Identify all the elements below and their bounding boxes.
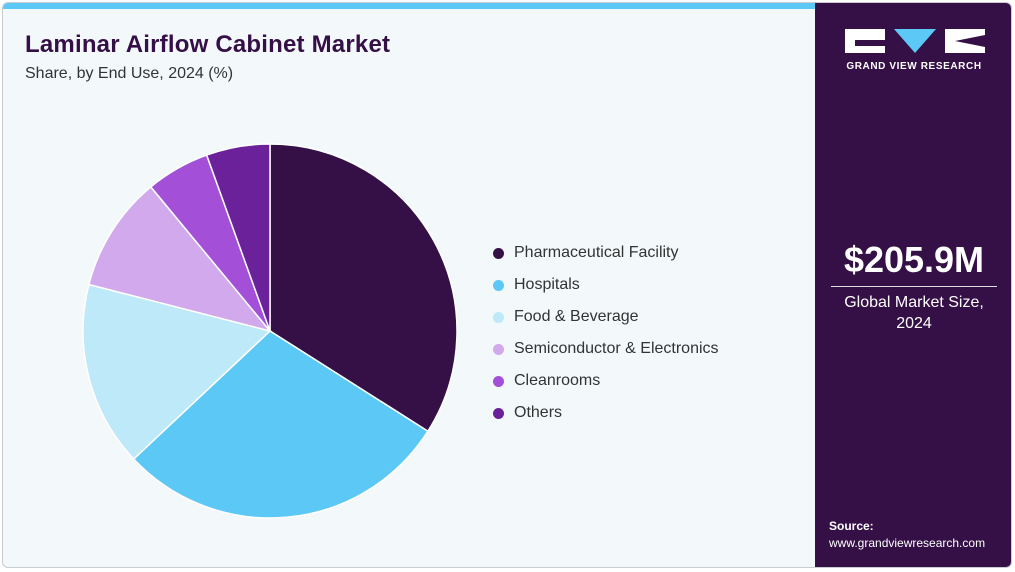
legend-label: Food & Beverage <box>514 308 639 325</box>
pie-chart <box>82 143 458 519</box>
chart-area: Laminar Airflow Cabinet Market Share, by… <box>3 9 815 567</box>
market-size-label: Global Market Size, 2024 <box>844 294 984 332</box>
legend-swatch <box>493 343 504 355</box>
kpi-divider <box>831 286 997 287</box>
gvr-logo-icon <box>845 29 985 53</box>
legend-item-semiconductor-and-electronics: Semiconductor & Electronics <box>493 333 719 365</box>
legend-label: Hospitals <box>514 276 580 293</box>
legend-item-cleanrooms: Cleanrooms <box>493 365 719 397</box>
summary-panel: GRAND VIEW RESEARCH $205.9M Global Marke… <box>815 3 1011 567</box>
legend-swatch <box>493 375 504 387</box>
legend-swatch <box>493 407 504 419</box>
legend-swatch <box>493 247 504 259</box>
pie-slice-hospitals <box>132 330 429 519</box>
legend-label: Semiconductor & Electronics <box>514 340 719 357</box>
chart-title: Laminar Airflow Cabinet Market <box>25 31 391 58</box>
market-size-value: $205.9M <box>843 239 985 280</box>
legend-item-pharmaceutical-facility: Pharmaceutical Facility <box>493 237 719 269</box>
legend-swatch <box>493 279 504 291</box>
legend-swatch <box>493 311 504 323</box>
legend-label: Others <box>514 404 563 421</box>
chart-subtitle: Share, by End Use, 2024 (%) <box>25 65 234 82</box>
chart-legend: Pharmaceutical Facility Hospitals Food & B… <box>493 237 719 429</box>
legend-label: Cleanrooms <box>514 372 601 389</box>
source-link[interactable]: www.grandviewresearch.com <box>829 536 986 550</box>
legend-item-others: Others <box>493 397 719 429</box>
source-label: Source: <box>829 519 874 533</box>
pie-slice-pharmaceutical-facility <box>269 143 458 433</box>
legend-label: Pharmaceutical Facility <box>514 244 679 261</box>
pie-slice-semiconductor-and-electronics <box>87 185 273 333</box>
brand-name: GRAND VIEW RESEARCH <box>846 61 982 72</box>
pie-slice-food-and-beverage <box>82 283 272 461</box>
legend-item-food-and-beverage: Food & Beverage <box>493 301 719 333</box>
legend-item-hospitals: Hospitals <box>493 269 719 301</box>
pie-slice-others <box>205 143 271 332</box>
accent-bar <box>3 3 815 9</box>
